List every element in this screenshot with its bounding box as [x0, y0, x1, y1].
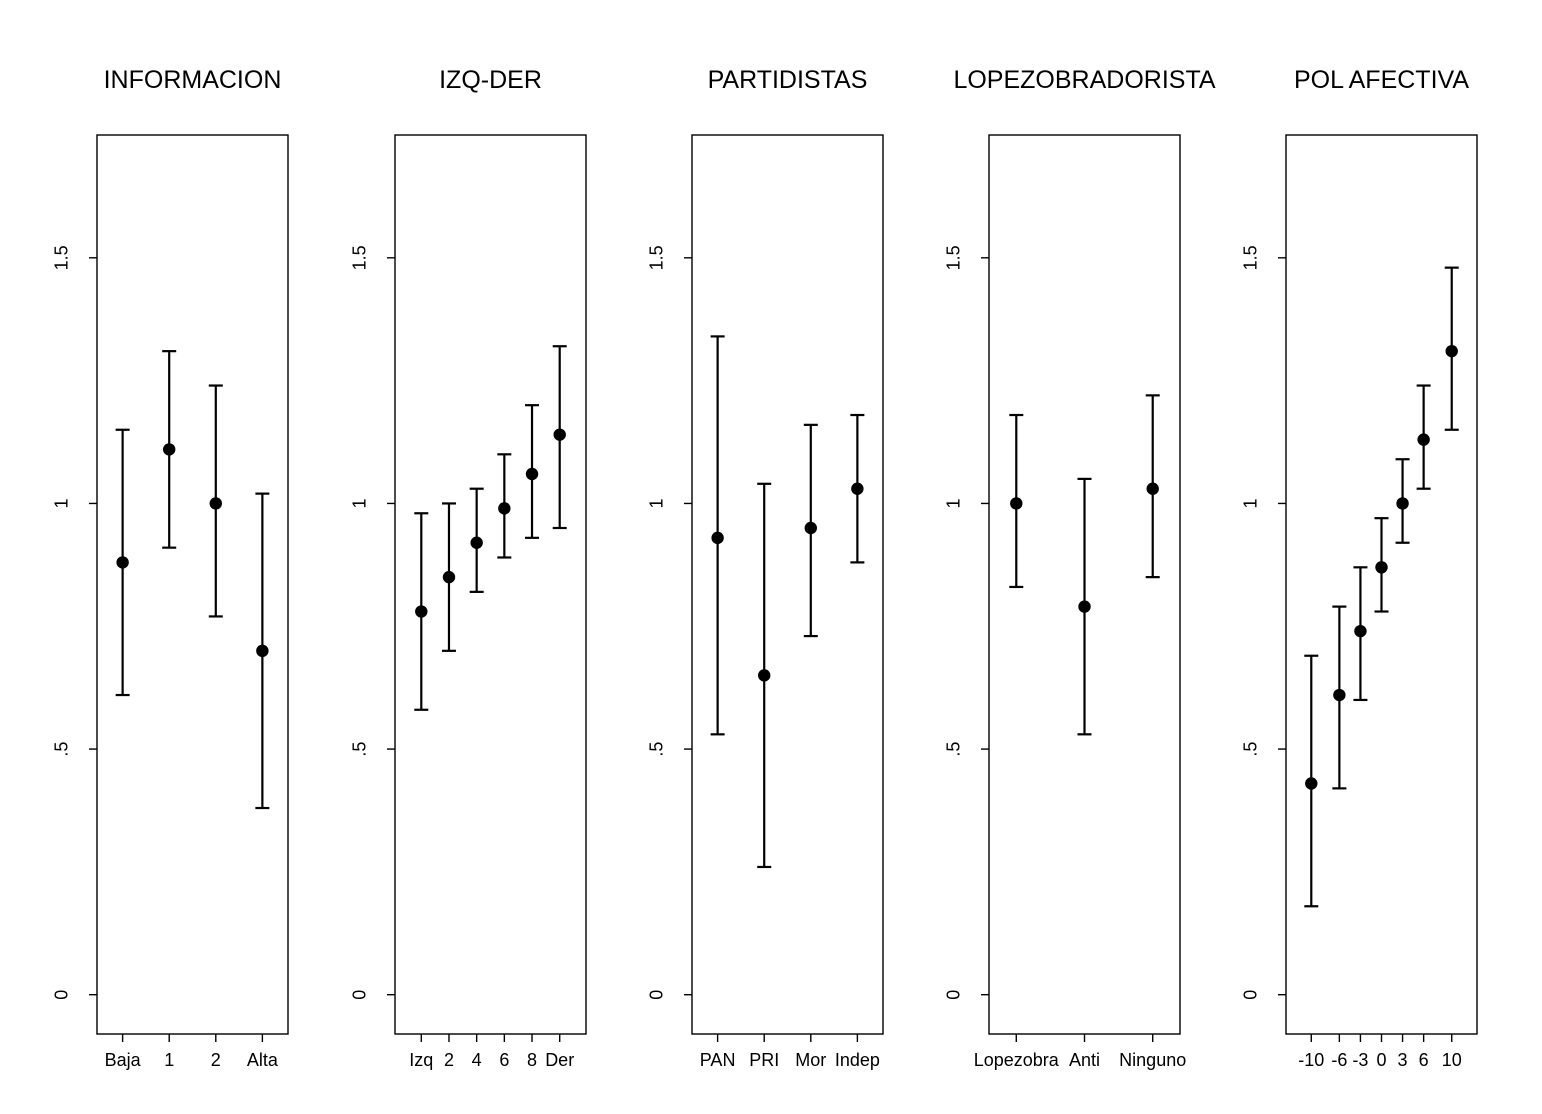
x-tick-label: 2	[444, 1050, 454, 1070]
point-estimate	[758, 669, 771, 682]
x-tick-label: Mor	[795, 1050, 826, 1070]
x-tick-label: 4	[472, 1050, 482, 1070]
plot-frame	[96, 134, 289, 1035]
x-tick-label: Izq	[409, 1050, 433, 1070]
point-estimate	[163, 443, 176, 456]
point-estimate	[1375, 561, 1388, 574]
x-tick-label: Baja	[105, 1050, 142, 1070]
y-tick-label: 1	[1241, 498, 1261, 508]
x-tick-label: PAN	[700, 1050, 736, 1070]
y-tick-label: 1.5	[350, 245, 370, 270]
x-tick-label: Ninguno	[1119, 1050, 1186, 1070]
y-tick-label: 1	[350, 498, 370, 508]
point-estimate	[553, 428, 566, 441]
plot-frame	[394, 134, 587, 1035]
point-estimate	[1305, 777, 1318, 790]
x-tick-label: Anti	[1069, 1050, 1100, 1070]
x-tick-label: 2	[211, 1050, 221, 1070]
y-tick-label: 0	[52, 990, 72, 1000]
point-estimate	[1354, 624, 1367, 638]
x-tick-label: PRI	[749, 1050, 779, 1070]
y-tick-label: 0	[350, 990, 370, 1000]
point-estimate	[851, 482, 864, 495]
x-tick-label: Alta	[247, 1050, 279, 1070]
y-tick-label: 1.5	[944, 245, 964, 270]
point-estimate	[209, 497, 222, 510]
point-estimate	[116, 556, 129, 569]
point-estimate	[711, 531, 724, 545]
y-tick-label: .5	[350, 742, 370, 757]
x-tick-label: -3	[1352, 1050, 1368, 1070]
panel-title: IZQ-DER	[439, 66, 542, 94]
panel-1: INFORMACION 0 .5 1 1.5 Baja 1 2 Alta	[52, 66, 289, 1070]
point-estimate	[470, 536, 483, 549]
y-tick-label: 1.5	[52, 245, 72, 270]
y-tick-label: 1	[944, 498, 964, 508]
panel-title: LOPEZOBRADORISTA	[953, 66, 1215, 94]
x-tick-label: 10	[1442, 1050, 1462, 1070]
plot-frame	[691, 134, 884, 1035]
panel-2: IZQ-DER 0 .5 1 1.5 Izq 2 4 6 8 Der	[350, 66, 587, 1070]
x-tick-label: -10	[1298, 1050, 1324, 1070]
y-tick-label: 1.5	[1241, 245, 1261, 270]
panel-3: PARTIDISTAS 0 .5 1 1.5 PAN PRI Mor Indep	[647, 66, 884, 1070]
x-tick-label: 0	[1376, 1050, 1386, 1070]
y-tick-label: .5	[647, 742, 667, 757]
panel-4: LOPEZOBRADORISTA 0 .5 1 1.5 Lopezobra Anti Ning…	[944, 66, 1216, 1070]
x-tick-label: Indep	[835, 1050, 880, 1070]
point-estimate	[1078, 600, 1091, 613]
y-tick-label: 0	[1241, 990, 1261, 1000]
x-tick-label: 8	[527, 1050, 537, 1070]
y-tick-label: .5	[944, 742, 964, 757]
x-tick-label: 6	[1419, 1050, 1429, 1070]
x-tick-label: 1	[164, 1050, 174, 1070]
y-tick-label: .5	[52, 742, 72, 757]
y-tick-label: .5	[1241, 742, 1261, 757]
point-estimate	[1396, 497, 1409, 510]
point-estimate	[498, 502, 511, 515]
point-estimate	[1417, 433, 1430, 446]
x-tick-label: 3	[1398, 1050, 1408, 1070]
y-tick-label: 1.5	[647, 245, 667, 270]
y-tick-label: 0	[647, 990, 667, 1000]
point-estimate	[1445, 344, 1458, 358]
point-estimate	[256, 644, 269, 658]
point-estimate	[1333, 688, 1346, 702]
point-estimate	[804, 521, 817, 535]
y-tick-label: 1	[52, 498, 72, 508]
x-tick-label: Der	[545, 1050, 574, 1070]
y-tick-label: 1	[647, 498, 667, 508]
x-tick-label: 6	[499, 1050, 509, 1070]
panel-title: PARTIDISTAS	[708, 66, 868, 94]
point-estimate	[1010, 497, 1023, 510]
panel-title: POL AFECTIVA	[1294, 66, 1469, 94]
y-tick-label: 0	[944, 990, 964, 1000]
point-estimate	[525, 467, 539, 481]
x-tick-label: -6	[1331, 1050, 1347, 1070]
panel-title: INFORMACION	[104, 66, 282, 94]
x-tick-label: Lopezobra	[974, 1050, 1060, 1070]
point-estimate	[415, 605, 428, 618]
point-estimate	[1146, 482, 1159, 495]
point-estimate	[442, 570, 456, 584]
